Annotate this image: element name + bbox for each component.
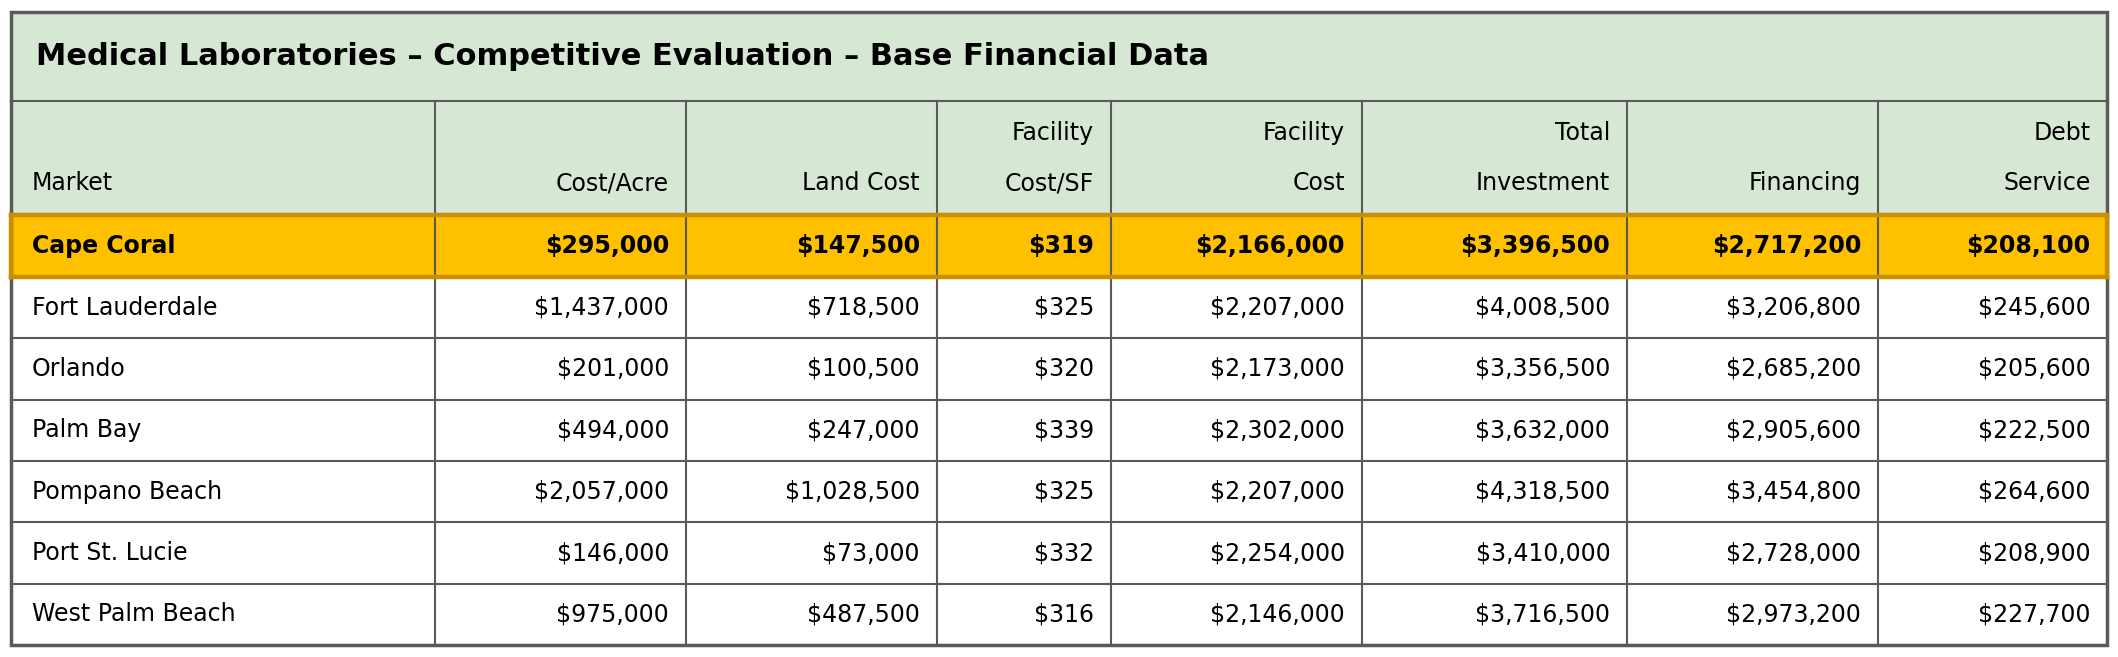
Text: $339: $339	[1034, 419, 1095, 442]
Bar	[11, 101, 2107, 215]
Text: Market: Market	[32, 171, 112, 195]
Text: $2,254,000: $2,254,000	[1209, 541, 1345, 565]
Text: $2,173,000: $2,173,000	[1209, 357, 1345, 381]
Text: Land Cost: Land Cost	[803, 171, 919, 195]
Bar	[11, 338, 2107, 399]
Text: $247,000: $247,000	[807, 419, 919, 442]
Text: $2,146,000: $2,146,000	[1209, 602, 1345, 627]
Text: $1,437,000: $1,437,000	[534, 296, 669, 319]
Bar	[11, 584, 2107, 645]
Text: $2,207,000: $2,207,000	[1209, 296, 1345, 319]
Text: $3,396,500: $3,396,500	[1461, 234, 1610, 258]
Text: Facility: Facility	[1012, 121, 1095, 145]
Text: Cost/SF: Cost/SF	[1004, 171, 1095, 195]
Text: Facility: Facility	[1262, 121, 1345, 145]
Text: Cape Coral: Cape Coral	[32, 234, 176, 258]
Text: Fort Lauderdale: Fort Lauderdale	[32, 296, 218, 319]
Text: $975,000: $975,000	[557, 602, 669, 627]
Text: Total: Total	[1555, 121, 1610, 145]
Text: $147,500: $147,500	[796, 234, 919, 258]
Text: $205,600: $205,600	[1978, 357, 2090, 381]
Text: $245,600: $245,600	[1978, 296, 2090, 319]
Text: $3,356,500: $3,356,500	[1474, 357, 1610, 381]
Bar	[11, 522, 2107, 584]
Text: $3,716,500: $3,716,500	[1476, 602, 1610, 627]
Text: West Palm Beach: West Palm Beach	[32, 602, 235, 627]
Text: $320: $320	[1034, 357, 1095, 381]
Text: $201,000: $201,000	[557, 357, 669, 381]
Text: Port St. Lucie: Port St. Lucie	[32, 541, 186, 565]
Text: $1,028,500: $1,028,500	[786, 480, 919, 504]
Text: Service: Service	[2004, 171, 2090, 195]
Text: Pompano Beach: Pompano Beach	[32, 480, 222, 504]
Text: $3,206,800: $3,206,800	[1726, 296, 1862, 319]
Text: $2,973,200: $2,973,200	[1726, 602, 1862, 627]
Text: Cost: Cost	[1292, 171, 1345, 195]
Text: $2,207,000: $2,207,000	[1209, 480, 1345, 504]
Text: $325: $325	[1034, 480, 1095, 504]
Bar	[11, 277, 2107, 338]
Text: Palm Bay: Palm Bay	[32, 419, 142, 442]
Text: $2,302,000: $2,302,000	[1209, 419, 1345, 442]
Text: Debt: Debt	[2033, 121, 2090, 145]
Text: Investment: Investment	[1476, 171, 1610, 195]
Text: $2,166,000: $2,166,000	[1195, 234, 1345, 258]
Text: $2,057,000: $2,057,000	[534, 480, 669, 504]
Text: $2,717,200: $2,717,200	[1711, 234, 1862, 258]
Text: $718,500: $718,500	[807, 296, 919, 319]
Text: Financing: Financing	[1749, 171, 1862, 195]
Text: $494,000: $494,000	[557, 419, 669, 442]
Text: $2,905,600: $2,905,600	[1726, 419, 1862, 442]
Text: $295,000: $295,000	[544, 234, 669, 258]
Text: Medical Laboratories – Competitive Evaluation – Base Financial Data: Medical Laboratories – Competitive Evalu…	[36, 41, 1209, 71]
Text: $100,500: $100,500	[807, 357, 919, 381]
Text: $73,000: $73,000	[822, 541, 919, 565]
Text: $4,008,500: $4,008,500	[1474, 296, 1610, 319]
Text: $208,900: $208,900	[1978, 541, 2090, 565]
Text: $264,600: $264,600	[1978, 480, 2090, 504]
Text: $2,728,000: $2,728,000	[1726, 541, 1862, 565]
Text: Orlando: Orlando	[32, 357, 125, 381]
Text: $2,685,200: $2,685,200	[1726, 357, 1862, 381]
Bar	[11, 12, 2107, 101]
Text: $487,500: $487,500	[807, 602, 919, 627]
Bar	[11, 399, 2107, 461]
Text: $3,632,000: $3,632,000	[1476, 419, 1610, 442]
Bar	[11, 461, 2107, 522]
Text: $325: $325	[1034, 296, 1095, 319]
Text: $208,100: $208,100	[1966, 234, 2090, 258]
Text: $3,454,800: $3,454,800	[1726, 480, 1862, 504]
Text: $316: $316	[1034, 602, 1095, 627]
Text: $146,000: $146,000	[557, 541, 669, 565]
Text: $222,500: $222,500	[1978, 419, 2090, 442]
Text: $332: $332	[1034, 541, 1095, 565]
Text: $3,410,000: $3,410,000	[1476, 541, 1610, 565]
Text: Cost/Acre: Cost/Acre	[557, 171, 669, 195]
Bar	[11, 215, 2107, 277]
Text: $319: $319	[1027, 234, 1095, 258]
Text: $227,700: $227,700	[1978, 602, 2090, 627]
Text: $4,318,500: $4,318,500	[1476, 480, 1610, 504]
